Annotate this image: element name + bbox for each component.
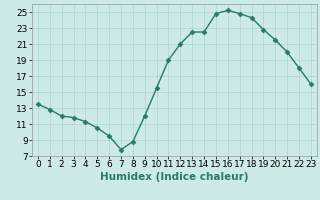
- X-axis label: Humidex (Indice chaleur): Humidex (Indice chaleur): [100, 172, 249, 182]
